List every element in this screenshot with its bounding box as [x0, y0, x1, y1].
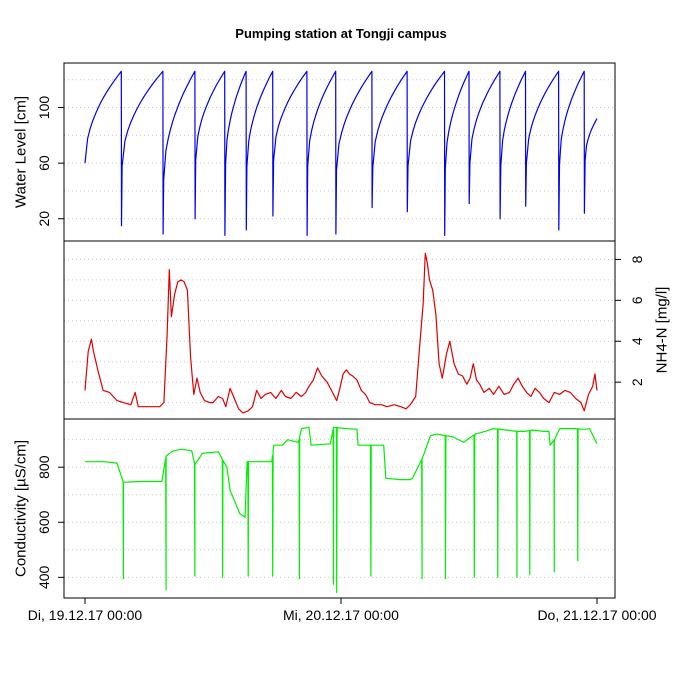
water-level-series-line — [84, 70, 598, 236]
y-tick-label: 400 — [36, 565, 52, 589]
y-tick-label: 60 — [36, 155, 52, 171]
y-tick-label: 8 — [629, 255, 645, 263]
y-tick-label: 4 — [629, 337, 645, 345]
x-tick-label: Do, 21.12.17 00:00 — [537, 607, 656, 623]
x-tick-label: Di, 19.12.17 00:00 — [28, 607, 143, 623]
x-tick-label: Mi, 20.12.17 00:00 — [283, 607, 399, 623]
water-level-panel: 20 60 100 Water Level [cm] — [13, 62, 616, 242]
y-tick-label: 800 — [36, 455, 52, 479]
y-tick-label: 6 — [629, 296, 645, 304]
conductivity-panel: 400 600 800 Conductivity [µS/cm] — [13, 418, 616, 599]
panel-frame — [63, 62, 616, 242]
y-tick-label: 100 — [36, 96, 52, 120]
water-level-axis-label: Water Level [cm] — [13, 96, 30, 208]
y-tick-label: 2 — [629, 378, 645, 386]
nh4n-series-line — [84, 252, 598, 414]
x-axis: Di, 19.12.17 00:00 Mi, 20.12.17 00:00 Do, … — [28, 597, 657, 623]
nh4n-panel: 2 4 6 8 NH4-N [mg/l] — [63, 240, 671, 420]
y-tick-label: 600 — [36, 510, 52, 534]
panel-frame — [63, 240, 616, 420]
conductivity-axis-label: Conductivity [µS/cm] — [13, 440, 30, 577]
nh4n-axis-label: NH4-N [mg/l] — [654, 287, 671, 374]
panel-frame — [63, 418, 616, 599]
conductivity-series-line — [85, 426, 598, 594]
y-tick-label: 20 — [36, 211, 52, 227]
chart-title: Pumping station at Tongji campus — [235, 26, 446, 41]
